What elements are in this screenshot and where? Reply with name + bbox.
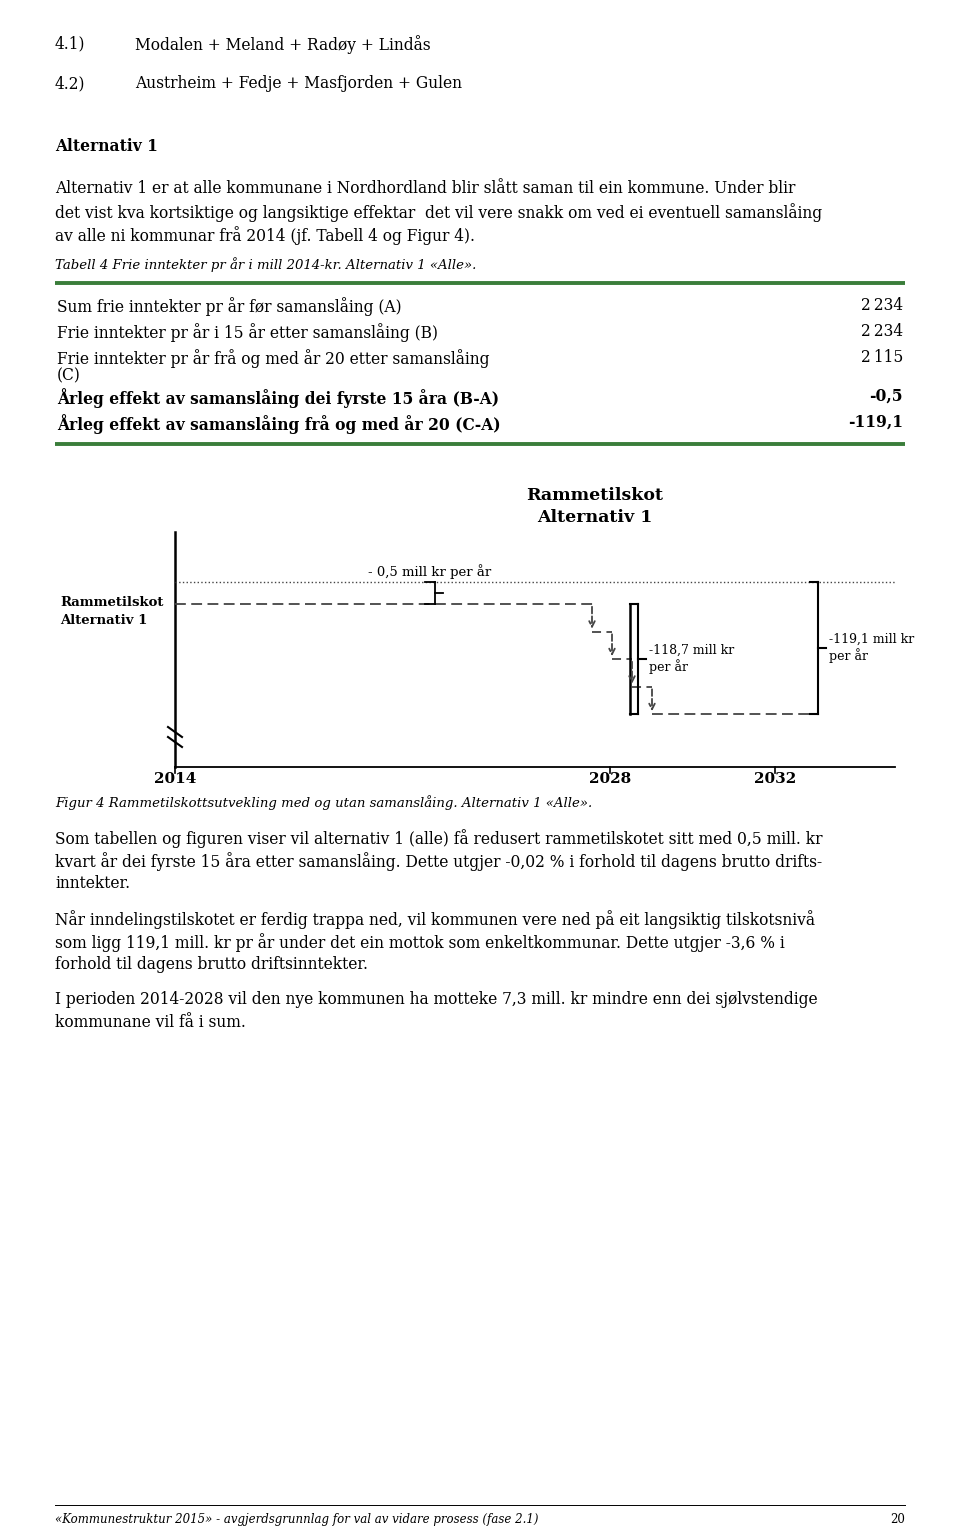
Text: kommunane vil få i sum.: kommunane vil få i sum. — [55, 1014, 246, 1031]
Text: Rammetilskot: Rammetilskot — [60, 597, 163, 609]
Text: «Kommunestruktur 2015» - avgjerdsgrunnlag for val av vidare prosess (fase 2.1): «Kommunestruktur 2015» - avgjerdsgrunnla… — [55, 1513, 539, 1527]
Text: Frie inntekter pr år i 15 år etter samanslåing (B): Frie inntekter pr år i 15 år etter saman… — [57, 323, 438, 342]
Text: -118,7 mill kr
per år: -118,7 mill kr per år — [649, 643, 734, 674]
Text: Rammetilskot: Rammetilskot — [526, 486, 663, 503]
Text: 2032: 2032 — [754, 773, 796, 786]
Text: 2014: 2014 — [154, 773, 196, 786]
Text: Austrheim + Fedje + Masfjorden + Gulen: Austrheim + Fedje + Masfjorden + Gulen — [135, 75, 462, 92]
Text: Tabell 4 Frie inntekter pr år i mill 2014-kr. Alternativ 1 «Alle».: Tabell 4 Frie inntekter pr år i mill 201… — [55, 257, 476, 272]
Text: Sum frie inntekter pr år før samanslåing (A): Sum frie inntekter pr år før samanslåing… — [57, 297, 401, 315]
Text: av alle ni kommunar frå 2014 (jf. Tabell 4 og Figur 4).: av alle ni kommunar frå 2014 (jf. Tabell… — [55, 226, 475, 245]
Text: I perioden 2014-2028 vil den nye kommunen ha motteke 7,3 mill. kr mindre enn dei: I perioden 2014-2028 vil den nye kommune… — [55, 991, 818, 1008]
Text: kvart år dei fyrste 15 åra etter samanslåing. Dette utgjer -0,02 % i forhold til: kvart år dei fyrste 15 åra etter samansl… — [55, 853, 822, 871]
Text: 4.2): 4.2) — [55, 75, 85, 92]
Text: - 0,5 mill kr per år: - 0,5 mill kr per år — [368, 563, 491, 579]
Text: Alternativ 1: Alternativ 1 — [55, 139, 157, 155]
Text: inntekter.: inntekter. — [55, 876, 131, 893]
Text: Når inndelingstilskotet er ferdig trappa ned, vil kommunen vere ned på eit langs: Når inndelingstilskotet er ferdig trappa… — [55, 910, 815, 930]
Text: forhold til dagens brutto driftsinntekter.: forhold til dagens brutto driftsinntekte… — [55, 956, 368, 973]
Text: Alternativ 1 er at alle kommunane i Nordhordland blir slått saman til ein kommun: Alternativ 1 er at alle kommunane i Nord… — [55, 180, 796, 197]
Text: -0,5: -0,5 — [870, 388, 903, 405]
Text: 2 234: 2 234 — [861, 297, 903, 314]
Text: Frie inntekter pr år frå og med år 20 etter samanslåing: Frie inntekter pr år frå og med år 20 et… — [57, 349, 490, 368]
Text: Som tabellen og figuren viser vil alternativ 1 (alle) få redusert rammetilskotet: Som tabellen og figuren viser vil altern… — [55, 830, 823, 848]
Text: 2028: 2028 — [588, 773, 631, 786]
Text: 2 234: 2 234 — [861, 323, 903, 340]
Text: Årleg effekt av samanslåing dei fyrste 15 åra (B-A): Årleg effekt av samanslåing dei fyrste 1… — [57, 388, 499, 408]
Text: -119,1: -119,1 — [848, 414, 903, 431]
Text: Årleg effekt av samanslåing frå og med år 20 (C-A): Årleg effekt av samanslåing frå og med å… — [57, 414, 500, 434]
Text: Figur 4 Rammetilskottsutvekling med og utan samanslåing. Alternativ 1 «Alle».: Figur 4 Rammetilskottsutvekling med og u… — [55, 796, 592, 810]
Text: Alternativ 1: Alternativ 1 — [538, 509, 653, 526]
Text: det vist kva kortsiktige og langsiktige effektar  det vil vere snakk om ved ei e: det vist kva kortsiktige og langsiktige … — [55, 203, 822, 222]
Text: Modalen + Meland + Radøy + Lindås: Modalen + Meland + Radøy + Lindås — [135, 35, 431, 54]
Text: 2 115: 2 115 — [860, 349, 903, 366]
Text: 20: 20 — [890, 1513, 905, 1527]
Text: (C): (C) — [57, 366, 81, 385]
Text: Alternativ 1: Alternativ 1 — [60, 614, 148, 628]
Text: som ligg 119,1 mill. kr pr år under det ein mottok som enkeltkommunar. Dette utg: som ligg 119,1 mill. kr pr år under det … — [55, 933, 784, 953]
Text: -119,1 mill kr
per år: -119,1 mill kr per år — [829, 633, 914, 663]
Text: 4.1): 4.1) — [55, 35, 85, 52]
